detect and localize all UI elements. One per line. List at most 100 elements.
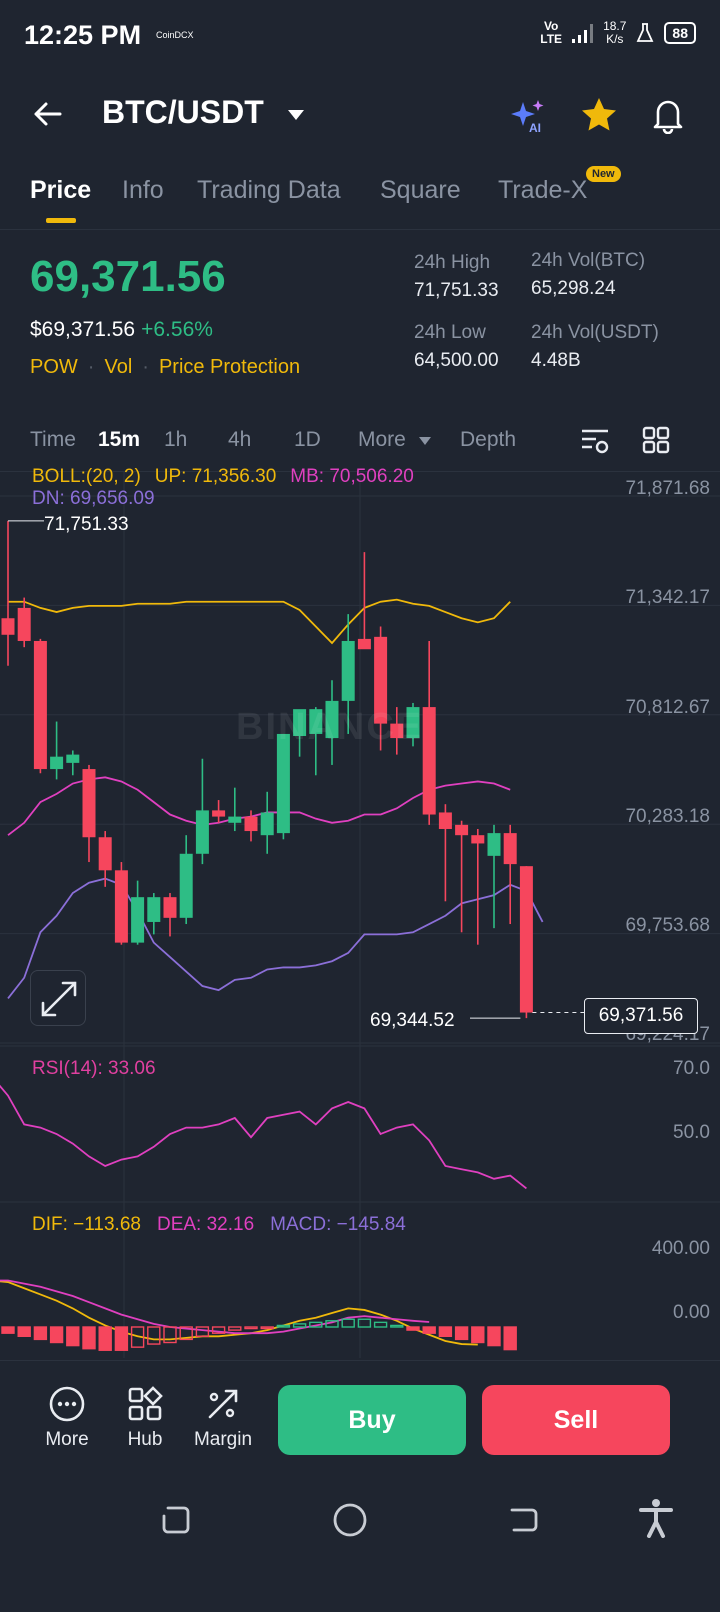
chevron-down-icon[interactable] — [418, 436, 432, 446]
macd-histogram-bar — [211, 1326, 226, 1334]
signal-icon — [572, 23, 594, 43]
favorite-star-icon[interactable] — [580, 96, 618, 134]
chart-settings-icon[interactable] — [580, 426, 610, 456]
macd-histogram-bar — [422, 1326, 436, 1334]
boll-params: BOLL:(20, 2) — [32, 466, 141, 487]
stat-24h-vol-btc: 24h Vol(BTC) 65,298.24 — [531, 250, 646, 299]
active-tab-indicator — [46, 218, 76, 223]
boll-up-line — [8, 598, 511, 645]
macd-histogram-bar — [195, 1326, 210, 1338]
macd-histogram-bar — [114, 1326, 129, 1351]
ai-sparkle-icon[interactable]: AI — [510, 98, 546, 134]
network-speed: 18.7 K/s — [603, 19, 627, 46]
macd-histogram-bar — [390, 1324, 404, 1328]
tab-price[interactable]: Price — [30, 176, 92, 204]
candle-body — [114, 870, 128, 943]
interval-1h[interactable]: 1h — [164, 428, 188, 451]
macd-histogram-bar — [309, 1321, 323, 1328]
more-dots-icon — [49, 1386, 85, 1422]
macd-histogram-bar — [341, 1318, 355, 1328]
boll-legend: BOLL:(20, 2) UP: 71,356.30 MB: 70,506.20 D… — [32, 466, 592, 510]
candle-body — [374, 636, 388, 724]
back-nav-icon[interactable] — [508, 1504, 540, 1536]
interval-4h[interactable]: 4h — [228, 428, 252, 451]
price-chart[interactable] — [0, 472, 720, 1360]
macd-histogram-bar — [130, 1326, 145, 1348]
high-price-label: 71,751.33 — [44, 514, 129, 535]
expand-chart-button[interactable] — [30, 970, 86, 1026]
macd-histogram-bar — [292, 1323, 307, 1328]
candle-body — [163, 897, 177, 918]
tab-trade-x[interactable]: Trade-X — [498, 176, 588, 204]
tag-vol[interactable]: Vol — [104, 356, 133, 378]
recent-apps-icon[interactable] — [160, 1504, 192, 1536]
system-nav-bar — [0, 1482, 720, 1612]
macd-histogram-bar — [373, 1321, 388, 1328]
interval-time[interactable]: Time — [30, 428, 76, 451]
macd-histogram-bar — [82, 1326, 96, 1350]
stat-24h-high: 24h High 71,751.33 — [414, 252, 499, 301]
candle-body — [438, 812, 452, 829]
candle-body — [487, 833, 501, 856]
candle-body — [390, 723, 404, 739]
candle-body — [98, 837, 112, 871]
macd-histogram-bar — [503, 1326, 517, 1351]
price-axis-label: 69,753.68 — [625, 915, 710, 936]
macd-histogram-bar — [17, 1326, 31, 1338]
candle-body — [244, 816, 258, 832]
svg-text:AI: AI — [529, 121, 541, 134]
more-button[interactable]: More — [32, 1385, 102, 1451]
interval-bar: Time 15m 1h 4h 1D More Depth — [0, 414, 720, 472]
candle-body — [66, 754, 80, 763]
tab-square[interactable]: Square — [380, 176, 461, 204]
interval-depth[interactable]: Depth — [460, 428, 517, 451]
interval-15m[interactable]: 15m — [98, 428, 141, 451]
hub-button[interactable]: Hub — [110, 1385, 180, 1451]
buy-button[interactable]: Buy — [278, 1385, 466, 1455]
expand-icon — [41, 981, 77, 1017]
macd-histogram-bar — [1, 1326, 15, 1334]
binance-watermark: BINANCE — [236, 706, 424, 748]
status-time: 12:25 PM — [24, 20, 142, 50]
grid-layout-icon[interactable] — [642, 426, 670, 454]
candle-body — [1, 618, 15, 635]
candle-body — [179, 853, 193, 918]
tag-price-protection[interactable]: Price Protection — [158, 356, 301, 378]
macd-histogram-bar — [325, 1320, 339, 1328]
macd-dif-line — [0, 1280, 478, 1346]
candle-body — [519, 866, 533, 1013]
candle-body — [212, 810, 226, 817]
rsi-axis-label: 70.0 — [673, 1058, 710, 1079]
home-icon[interactable] — [332, 1502, 368, 1538]
flask-icon — [637, 23, 654, 42]
interval-more[interactable]: More — [358, 428, 406, 451]
candle-body — [503, 833, 517, 865]
tab-trading-data[interactable]: Trading Data — [197, 176, 341, 204]
tag-pow[interactable]: POW — [30, 356, 78, 378]
macd-histogram-bar — [487, 1326, 501, 1347]
macd-dea: DEA: 32.16 — [156, 1214, 255, 1235]
status-bar: 12:25 PM CoinDCX Vo LTE 18.7 K/s 88 — [0, 0, 720, 72]
new-badge: New — [586, 166, 621, 182]
interval-1d[interactable]: 1D — [294, 428, 321, 451]
sell-button[interactable]: Sell — [482, 1385, 670, 1455]
candle-body — [406, 707, 420, 739]
accessibility-icon[interactable] — [638, 1498, 674, 1538]
margin-button[interactable]: Margin — [188, 1385, 258, 1451]
macd-value: MACD: −145.84 — [270, 1214, 406, 1235]
price-change: +6.56% — [141, 318, 213, 341]
action-bar: More Hub Margin Buy Sell — [0, 1360, 720, 1482]
candle-body — [471, 835, 485, 844]
bell-icon[interactable] — [650, 96, 686, 134]
macd-histogram-bar — [471, 1326, 485, 1344]
pair-header: BTC/USDT AI — [0, 80, 720, 152]
tab-info[interactable]: Info — [122, 176, 164, 204]
chevron-down-icon[interactable] — [286, 108, 306, 122]
status-app-label: CoinDCX — [156, 30, 194, 40]
macd-histogram-bar — [228, 1326, 242, 1331]
price-axis-label: 70,812.67 — [625, 697, 710, 718]
rsi-axis-label: 50.0 — [673, 1122, 710, 1143]
back-arrow-icon[interactable] — [30, 96, 66, 132]
macd-histogram-bar — [406, 1326, 420, 1331]
pair-title[interactable]: BTC/USDT — [102, 94, 264, 130]
